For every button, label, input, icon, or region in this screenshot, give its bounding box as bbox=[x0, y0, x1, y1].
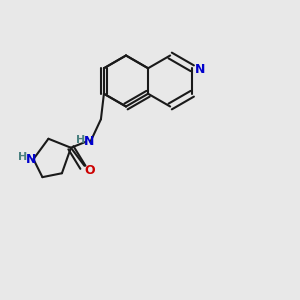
Text: N: N bbox=[195, 63, 205, 76]
Text: H: H bbox=[76, 135, 85, 145]
Text: N: N bbox=[84, 135, 95, 148]
Text: O: O bbox=[84, 164, 95, 177]
Text: N: N bbox=[26, 153, 36, 166]
Text: H: H bbox=[18, 152, 27, 162]
